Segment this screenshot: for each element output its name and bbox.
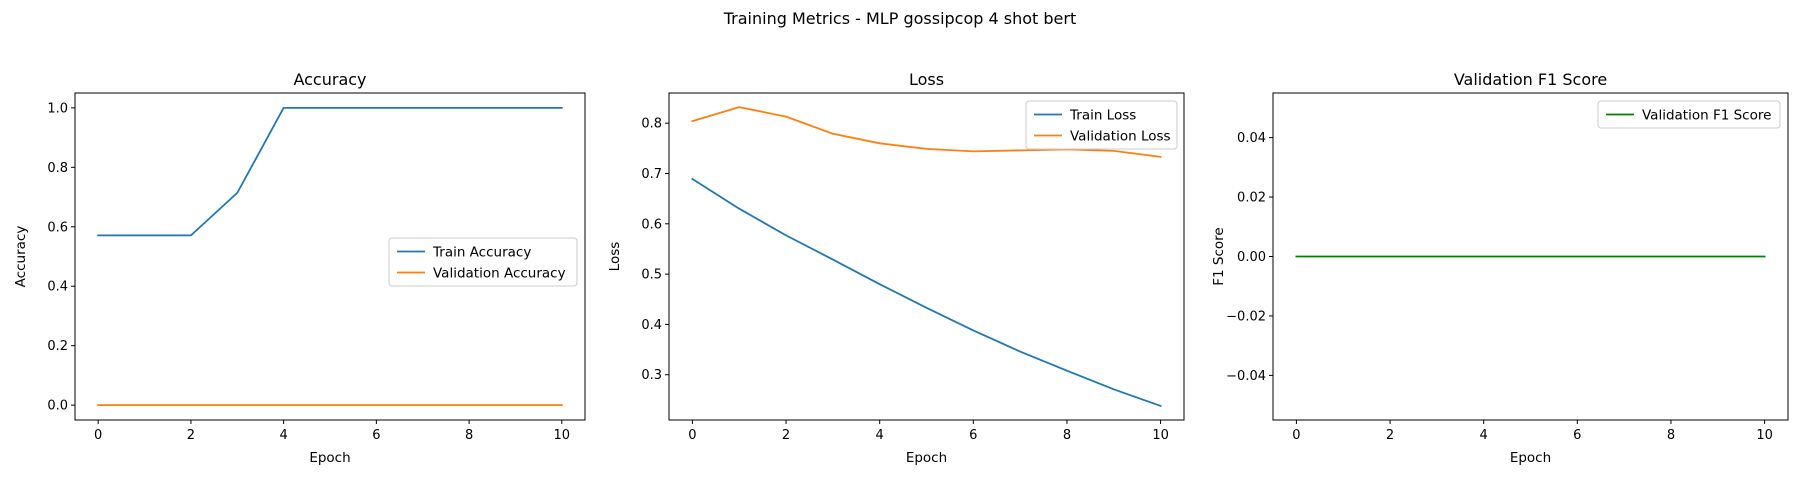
x-axis-label: Epoch xyxy=(309,450,350,466)
accuracy-chart: 0 2 4 6 8 10 0.0 0.2 0.4 0.6 0.8 1.0 Accuracy Epoch Ac… xyxy=(13,70,586,466)
y-tick-label: 0.04 xyxy=(1237,131,1266,146)
y-tick-label: 0.02 xyxy=(1237,191,1266,206)
series-line-train-loss xyxy=(691,177,1162,408)
x-tick-label: 8 xyxy=(465,428,473,443)
y-axis-label: Loss xyxy=(607,242,623,272)
x-tick-label: 8 xyxy=(1667,428,1675,443)
x-tick-label: 2 xyxy=(187,428,195,443)
chart-title: Accuracy xyxy=(293,70,366,89)
figure-suptitle: Training Metrics - MLP gossipcop 4 shot … xyxy=(723,9,1076,28)
y-tick-label: 1.0 xyxy=(47,101,68,116)
y-tick-label: 0.4 xyxy=(47,280,68,295)
series-line-validation-loss xyxy=(691,106,1162,158)
x-tick-label: 10 xyxy=(554,428,571,443)
x-tick-label: 6 xyxy=(1573,428,1581,443)
chart-title: Validation F1 Score xyxy=(1454,70,1607,89)
y-tick-label: −0.02 xyxy=(1226,309,1266,324)
y-tick-label: 0.00 xyxy=(1237,250,1266,265)
x-tick-label: 0 xyxy=(688,428,696,443)
x-tick-label: 0 xyxy=(1292,428,1300,443)
legend-label-validation-loss: Validation Loss xyxy=(1070,129,1171,145)
legend-label-train-accuracy: Train Accuracy xyxy=(432,245,531,261)
x-tick-label: 8 xyxy=(1063,428,1071,443)
x-tick-label: 4 xyxy=(1480,428,1488,443)
y-tick-label: 0.7 xyxy=(641,167,662,182)
legend-box xyxy=(1597,100,1781,129)
legend-box xyxy=(1025,100,1178,150)
y-tick-label: 0.3 xyxy=(641,368,662,383)
x-axis-label: Epoch xyxy=(906,450,947,466)
x-tick-label: 2 xyxy=(782,428,790,443)
x-tick-label: 0 xyxy=(94,428,102,443)
y-tick-label: 0.4 xyxy=(641,318,662,333)
f1-score-chart: 0 2 4 6 8 10 −0.04 −0.02 0.00 0.02 0.04 Validation … xyxy=(1211,70,1789,466)
x-axis-label: Epoch xyxy=(1510,450,1551,466)
y-axis-label: Accuracy xyxy=(13,226,29,288)
y-tick-label: 0.5 xyxy=(641,268,662,283)
x-tick-label: 6 xyxy=(969,428,977,443)
x-tick-label: 2 xyxy=(1386,428,1394,443)
series-line-train-accuracy xyxy=(97,106,563,237)
legend: Train Accuracy Validation Accuracy xyxy=(388,237,578,287)
legend: Validation F1 Score xyxy=(1597,100,1781,129)
x-tick-label: 4 xyxy=(876,428,884,443)
legend-box xyxy=(388,237,578,287)
y-tick-label: 0.8 xyxy=(47,161,68,176)
y-tick-label: 0.2 xyxy=(47,339,68,354)
y-axis-label: F1 Score xyxy=(1211,227,1227,285)
axes-frame xyxy=(74,92,586,421)
y-tick-label: −0.04 xyxy=(1226,369,1266,384)
axes-frame xyxy=(668,92,1185,421)
legend-label-validation-f1-score: Validation F1 Score xyxy=(1642,108,1771,124)
y-tick-label: 0.8 xyxy=(641,117,662,132)
legend-label-validation-accuracy: Validation Accuracy xyxy=(433,266,566,282)
loss-chart: 0 2 4 6 8 10 0.3 0.4 0.5 0.6 0.7 0.8 Loss Epoch Loss Tr… xyxy=(607,70,1185,466)
x-tick-label: 4 xyxy=(279,428,287,443)
y-tick-label: 0.6 xyxy=(47,220,68,235)
legend-label-train-loss: Train Loss xyxy=(1069,108,1136,124)
x-tick-label: 6 xyxy=(372,428,380,443)
legend: Train Loss Validation Loss xyxy=(1025,100,1178,150)
chart-title: Loss xyxy=(909,70,944,89)
y-tick-label: 0.0 xyxy=(47,399,68,414)
y-tick-label: 0.6 xyxy=(641,217,662,232)
x-tick-label: 10 xyxy=(1152,428,1169,443)
x-tick-label: 10 xyxy=(1756,428,1773,443)
